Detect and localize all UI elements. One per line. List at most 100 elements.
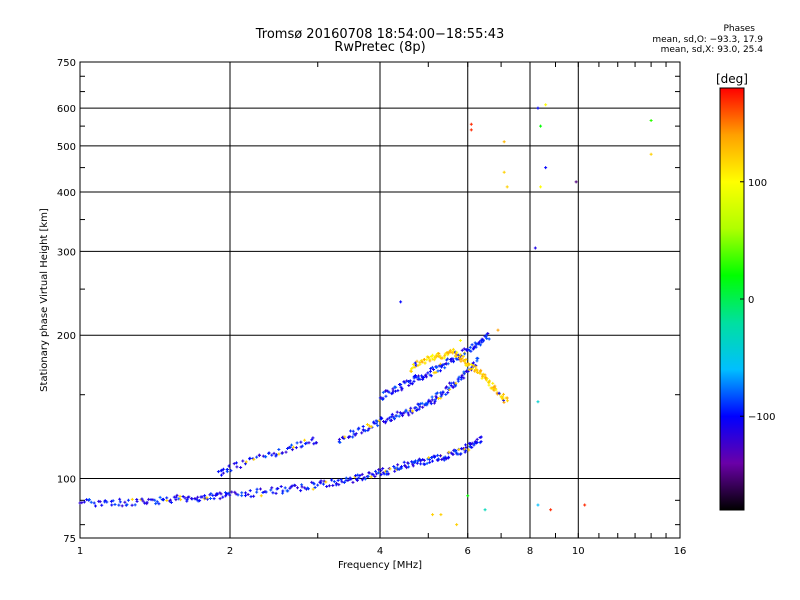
data-point <box>451 349 455 353</box>
data-point <box>428 359 432 363</box>
data-point <box>434 370 438 374</box>
data-point <box>321 482 325 486</box>
data-point <box>429 402 433 406</box>
data-point <box>470 343 474 347</box>
data-point <box>161 497 165 501</box>
data-point <box>429 400 433 404</box>
data-point <box>225 492 229 496</box>
y-tick-label: 400 <box>57 188 76 199</box>
data-point <box>130 497 134 501</box>
data-point <box>374 469 378 473</box>
data-point <box>332 480 336 484</box>
data-point <box>225 467 229 471</box>
data-point <box>252 494 256 498</box>
data-point <box>446 362 450 366</box>
data-point <box>135 499 139 503</box>
data-point <box>454 381 458 385</box>
data-point <box>420 401 424 405</box>
data-point <box>240 491 244 495</box>
data-point <box>459 359 463 363</box>
data-point <box>338 440 342 444</box>
data-point <box>358 474 362 478</box>
data-point <box>307 441 311 445</box>
data-point <box>502 140 506 144</box>
data-point <box>430 357 434 361</box>
data-point <box>190 497 194 501</box>
scatter-points <box>78 103 653 527</box>
data-point <box>276 486 280 490</box>
data-point <box>261 490 265 494</box>
data-point <box>458 353 462 357</box>
data-point <box>306 487 310 491</box>
data-point <box>111 499 115 503</box>
data-point <box>463 352 467 356</box>
y-tick-label: 600 <box>57 104 76 115</box>
data-point <box>216 470 220 474</box>
data-point <box>348 435 352 439</box>
data-point <box>376 471 380 475</box>
data-point <box>380 416 384 420</box>
data-point <box>361 424 365 428</box>
data-point <box>434 356 438 360</box>
data-point <box>402 380 406 384</box>
data-point <box>361 428 365 432</box>
data-point <box>249 495 253 499</box>
data-point <box>219 492 223 496</box>
data-point <box>270 453 274 457</box>
data-point <box>445 385 449 389</box>
data-point <box>299 440 303 444</box>
data-point <box>395 410 399 414</box>
data-point <box>269 488 273 492</box>
data-point <box>219 469 223 473</box>
data-point <box>433 399 437 403</box>
data-point <box>649 119 653 123</box>
data-point <box>342 437 346 441</box>
data-point <box>460 348 464 352</box>
data-point <box>158 495 162 499</box>
data-point <box>185 498 189 502</box>
data-point <box>455 523 459 527</box>
data-point <box>484 378 488 382</box>
data-point <box>429 367 433 371</box>
data-point <box>155 500 159 504</box>
data-point <box>420 360 424 364</box>
data-point <box>501 398 505 402</box>
data-point <box>475 359 479 363</box>
data-point <box>175 493 179 497</box>
data-point <box>544 103 548 107</box>
data-point <box>288 445 292 449</box>
data-point <box>387 390 391 394</box>
data-point <box>399 465 403 469</box>
data-point <box>174 495 178 499</box>
data-point <box>313 485 317 489</box>
data-point <box>476 356 480 360</box>
data-point <box>436 369 440 373</box>
data-point <box>153 498 157 502</box>
data-point <box>311 436 315 440</box>
data-point <box>424 375 428 379</box>
data-point <box>183 496 187 500</box>
data-point <box>218 497 222 501</box>
data-point <box>463 450 467 454</box>
data-point <box>178 494 182 498</box>
data-point <box>165 499 169 503</box>
data-point <box>431 353 435 357</box>
data-point <box>130 503 134 507</box>
data-point <box>123 500 127 504</box>
data-point <box>470 445 474 449</box>
data-point <box>396 389 400 393</box>
data-point <box>339 478 343 482</box>
data-point <box>417 403 421 407</box>
data-point <box>327 484 331 488</box>
data-point <box>411 363 415 367</box>
data-point <box>502 170 506 174</box>
data-point <box>432 368 436 372</box>
data-point <box>329 478 333 482</box>
data-point <box>429 374 433 378</box>
data-point <box>483 508 487 512</box>
data-point <box>536 503 540 507</box>
data-point <box>284 450 288 454</box>
data-point <box>315 441 319 445</box>
data-point <box>466 348 470 352</box>
